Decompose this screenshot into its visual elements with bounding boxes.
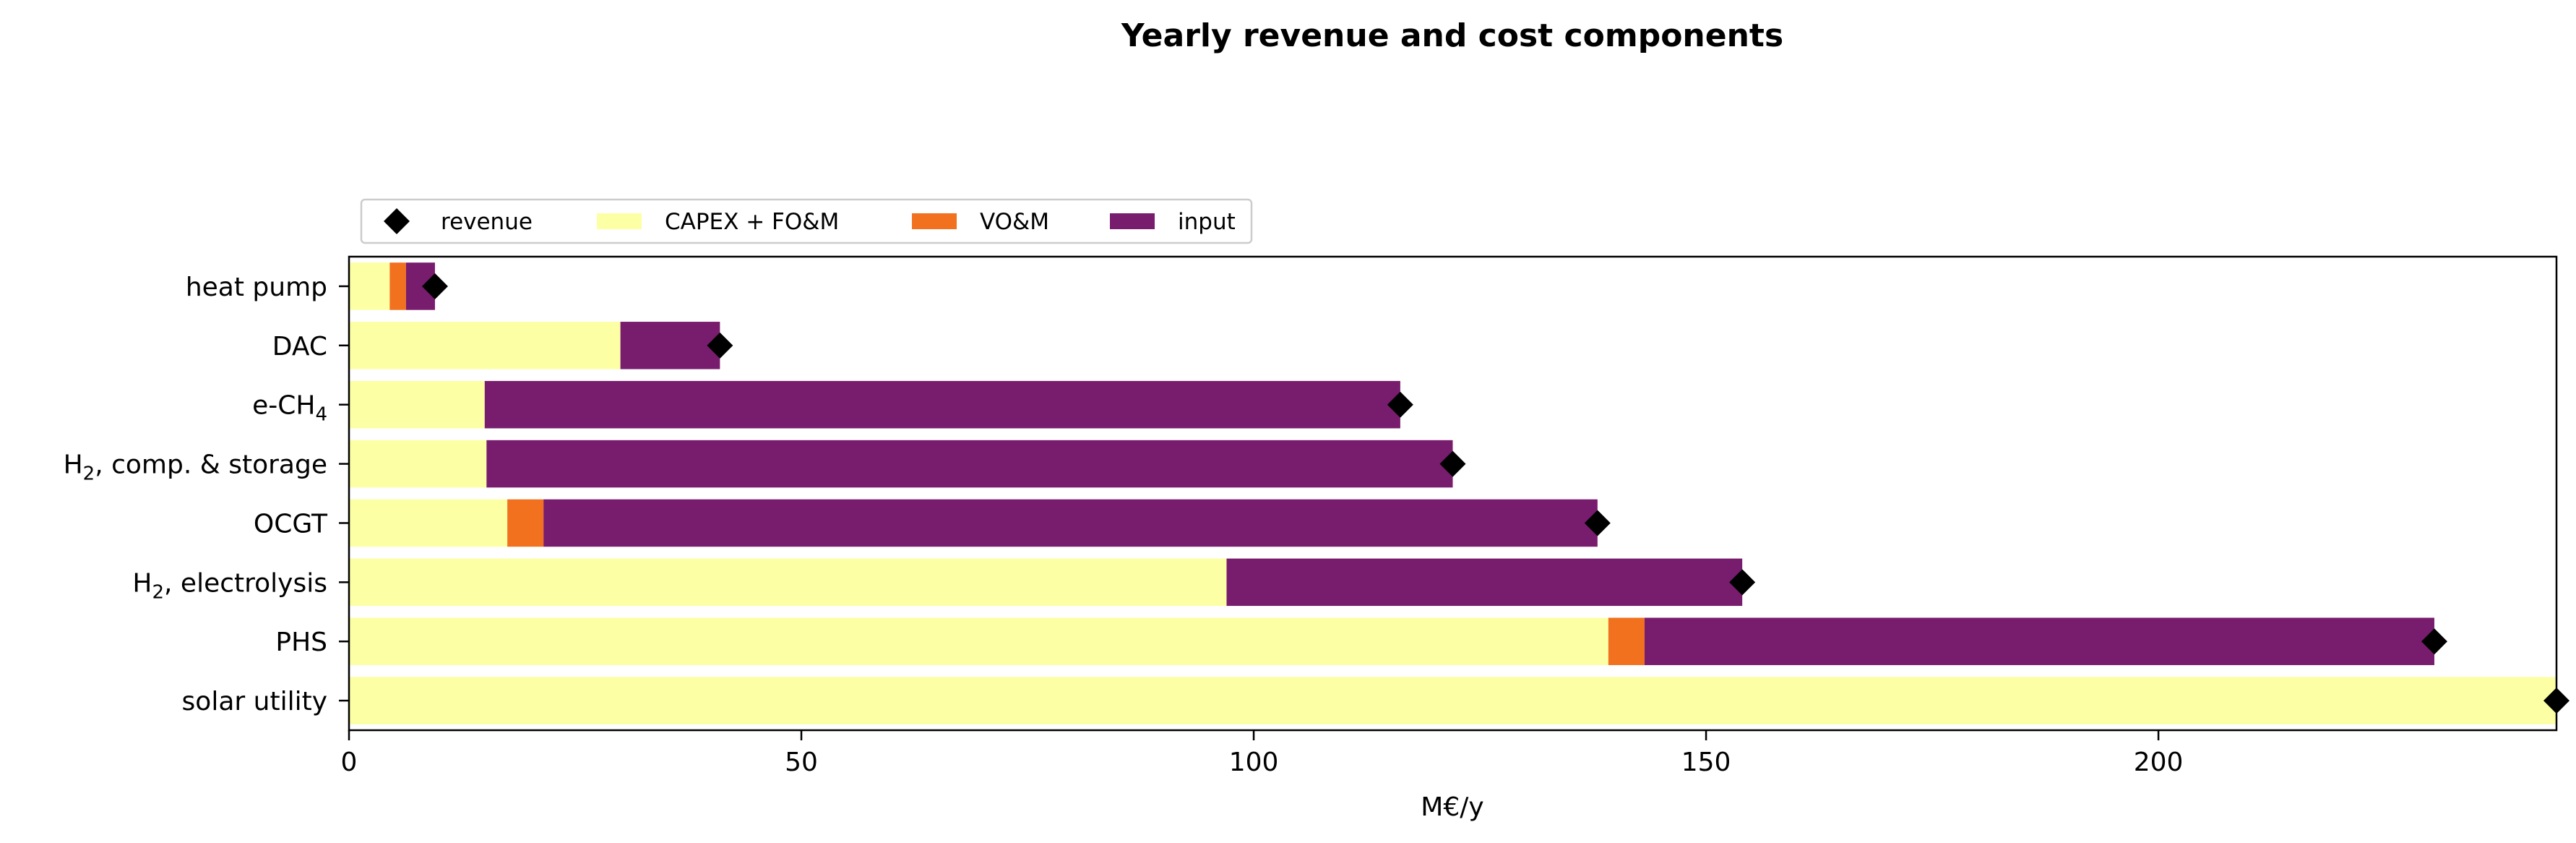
- x-tick-label: 100: [1229, 748, 1279, 777]
- legend-box: [360, 198, 1253, 244]
- revenue-marker: [1387, 391, 1413, 418]
- bar-segment: [1226, 558, 1743, 607]
- bar-segment: [1608, 617, 1645, 665]
- x-tick-label: 200: [2134, 748, 2184, 777]
- revenue-marker: [1439, 450, 1466, 477]
- bar-segment: [349, 440, 487, 488]
- bar-segment: [349, 558, 1227, 607]
- x-tick-label: 50: [785, 748, 818, 777]
- plot-frame: [348, 255, 2558, 732]
- x-axis: 0 50 100 150 200: [341, 730, 2184, 777]
- revenue-marker: [1584, 510, 1611, 536]
- y-tick-label: heat pump: [186, 273, 327, 302]
- x-axis-label: M€/y: [1421, 792, 1483, 822]
- legend: revenue CAPEX + FO&M VO&M input: [360, 198, 1253, 244]
- bar-segment: [486, 440, 1453, 488]
- legend-label: VO&M: [980, 209, 1049, 235]
- bars: [349, 262, 2556, 724]
- legend-label: CAPEX + FO&M: [665, 209, 839, 235]
- bar-segment: [349, 499, 508, 547]
- bar-segment: [507, 499, 544, 547]
- y-tick-label: H2, electrolysis: [132, 568, 327, 603]
- y-axis: heat pump DAC e-CH4 H2, comp. & storage OCGT…: [64, 273, 349, 716]
- bar-segment: [389, 262, 406, 310]
- bar-segment: [349, 380, 485, 429]
- y-tick-label: DAC: [272, 332, 327, 361]
- bar-segment: [349, 677, 2556, 724]
- legend-swatch: [912, 213, 957, 229]
- y-tick-label: e-CH4: [252, 391, 327, 426]
- y-tick-label: PHS: [275, 628, 327, 657]
- chart-title: Yearly revenue and cost components: [1121, 17, 1783, 54]
- revenue-marker: [421, 273, 448, 299]
- x-tick-label: 150: [1681, 748, 1731, 777]
- y-tick-label: H2, comp. & storage: [64, 450, 327, 485]
- revenue-marker: [1729, 569, 1756, 596]
- legend-swatch: [1110, 213, 1155, 229]
- y-tick-label: solar utility: [182, 687, 327, 716]
- y-tick-label: OCGT: [254, 509, 328, 539]
- bar-segment: [349, 322, 621, 369]
- legend-marker-revenue: [384, 208, 410, 234]
- bar-segment: [620, 322, 720, 369]
- revenue-markers: [421, 273, 2569, 714]
- x-tick-label: 0: [341, 748, 358, 777]
- legend-swatch: [597, 213, 642, 229]
- bar-segment: [349, 262, 390, 310]
- bar-segment: [484, 380, 1400, 429]
- legend-label-revenue: revenue: [441, 209, 533, 235]
- revenue-marker: [2421, 628, 2447, 655]
- legend-label: input: [1178, 209, 1236, 235]
- bar-segment: [349, 617, 1608, 665]
- bar-segment: [543, 499, 1598, 547]
- revenue-marker: [707, 332, 733, 359]
- bar-segment: [1644, 617, 2434, 665]
